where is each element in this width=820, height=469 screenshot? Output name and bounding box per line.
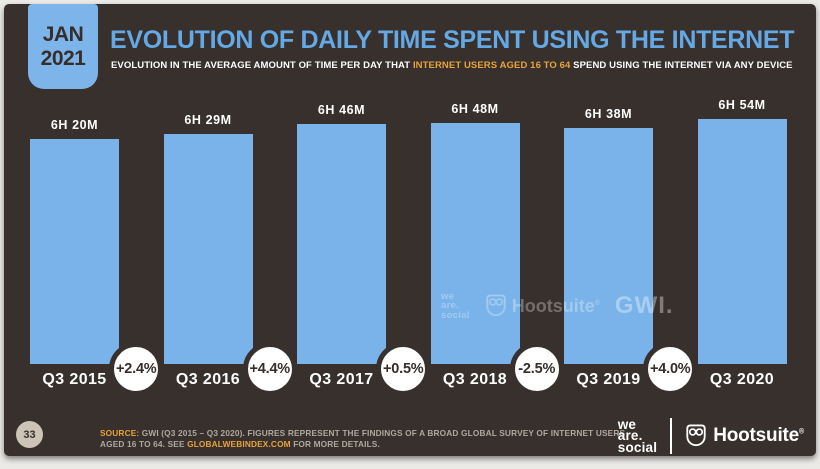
watermark-row: we are. social Hootsuite® GWI.	[441, 288, 674, 324]
delta-badge: +4.4%	[242, 342, 297, 396]
source-link[interactable]: GLOBALWEBINDEX.COM	[187, 439, 291, 449]
bar-q3-2017	[297, 124, 386, 364]
x-axis-label: Q3 2018	[442, 371, 508, 388]
source-note: SOURCE: GWI (Q3 2015 – Q3 2020). FIGURES…	[100, 428, 645, 450]
bar-q3-2020	[697, 119, 787, 364]
bar-value-label: 6H 29M	[184, 113, 232, 127]
bar-q3-2018	[430, 123, 520, 364]
subtitle-suffix: SPEND USING THE INTERNET VIA ANY DEVICE	[570, 60, 793, 71]
x-axis-label: Q3 2019	[576, 371, 641, 388]
hootsuite-watermark-label: Hootsuite®	[511, 295, 600, 316]
source-label: SOURCE:	[100, 428, 140, 438]
we-are-social-watermark: we are. social	[441, 290, 470, 321]
slide: JAN 2021 EVOLUTION OF DAILY TIME SPENT U…	[4, 4, 816, 456]
date-badge: JAN 2021	[28, 4, 98, 89]
hootsuite-logo: Hootsuite®	[685, 423, 804, 449]
bar-q3-2016	[163, 134, 253, 364]
subtitle-highlight: INTERNET USERS AGED 16 TO 64	[412, 60, 571, 71]
bar-value-label: 6H 54M	[718, 98, 766, 112]
bar-value-label: 6H 48M	[451, 102, 499, 116]
date-badge-month: JAN	[42, 22, 84, 46]
bar-q3-2019	[564, 128, 653, 364]
delta-badge: +2.4%	[109, 342, 164, 396]
source-text-pre: GWI (Q3 2015 – Q3 2020). FIGURES REPRESE…	[100, 428, 626, 449]
x-axis-label: Q3 2020	[709, 371, 775, 388]
bar-value-label: 6H 20M	[50, 118, 99, 132]
delta-badge: +4.0%	[643, 342, 698, 396]
source-text-post: FOR MORE DETAILS.	[290, 439, 380, 449]
date-badge-year: 2021	[40, 46, 86, 70]
hootsuite-owl-icon	[486, 294, 506, 317]
footer-logos: we are. social Hootsuite®	[618, 416, 804, 456]
hootsuite-logo-label: Hootsuite®	[713, 425, 804, 446]
x-axis-label: Q3 2016	[175, 371, 241, 388]
bar-chart: 6H 20M Q3 2015 6H 29M Q3 2016 6H 46M Q3 2017 6…	[30, 98, 792, 396]
we-are-social-logo: we are. social	[617, 416, 658, 455]
page-title: EVOLUTION OF DAILY TIME SPENT USING THE …	[110, 26, 795, 54]
delta-badge: +0.5%	[376, 342, 431, 396]
x-axis-label: Q3 2017	[309, 371, 374, 388]
hootsuite-watermark: Hootsuite®	[485, 293, 600, 319]
delta-badge: -2.5%	[509, 342, 564, 396]
page-number-badge: 33	[16, 421, 43, 448]
logo-divider	[670, 418, 673, 454]
subtitle-prefix: EVOLUTION IN THE AVERAGE AMOUNT OF TIME …	[111, 60, 413, 71]
gwi-watermark: GWI.	[614, 292, 674, 319]
x-axis-label: Q3 2015	[42, 371, 107, 388]
bar-value-label: 6H 38M	[584, 107, 633, 121]
page-subtitle: EVOLUTION IN THE AVERAGE AMOUNT OF TIME …	[111, 60, 793, 71]
bar-value-label: 6H 46M	[317, 103, 366, 117]
hootsuite-owl-icon	[686, 424, 706, 447]
bar-q3-2015	[30, 139, 119, 364]
